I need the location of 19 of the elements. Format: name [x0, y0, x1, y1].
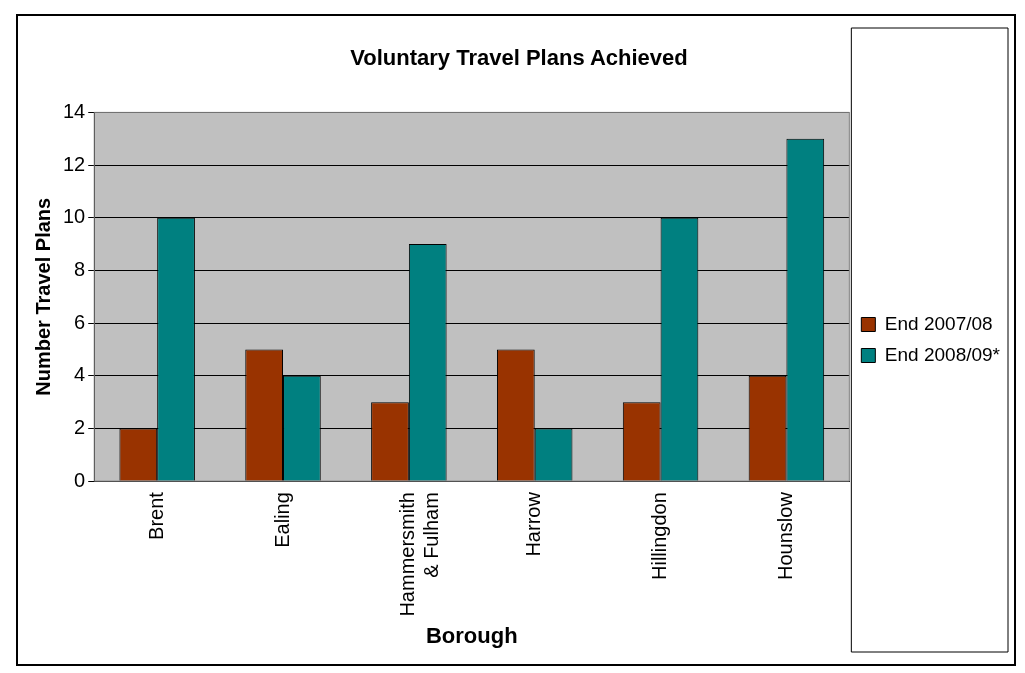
legend-label: End 2007/08 [884, 312, 993, 334]
x-tick-label: Ealing [270, 492, 293, 548]
x-tick-label: Hounslow [773, 491, 796, 580]
y-tick-label: 10 [63, 205, 86, 228]
x-tick-label: Brent [144, 491, 167, 540]
x-tick-label: Harrow [522, 491, 545, 557]
y-tick-label: 14 [63, 99, 86, 122]
y-axis-title: Number Travel Plans [31, 197, 54, 396]
y-tick-label: 6 [74, 310, 86, 333]
y-tick-label: 8 [74, 257, 86, 280]
y-tick-label: 12 [63, 152, 86, 175]
y-tick-label: 2 [74, 415, 86, 438]
x-tick-label: Hillingdon [648, 492, 671, 580]
chart-title: Voluntary Travel Plans Achieved [350, 45, 688, 71]
y-tick-label: 0 [74, 468, 86, 491]
x-axis-title: Borough [425, 622, 518, 648]
x-tick-label: Hammersmith & Fulham [396, 492, 443, 617]
y-tick-label: 4 [74, 363, 86, 386]
legend-label: End 2008/09* [884, 343, 1001, 365]
